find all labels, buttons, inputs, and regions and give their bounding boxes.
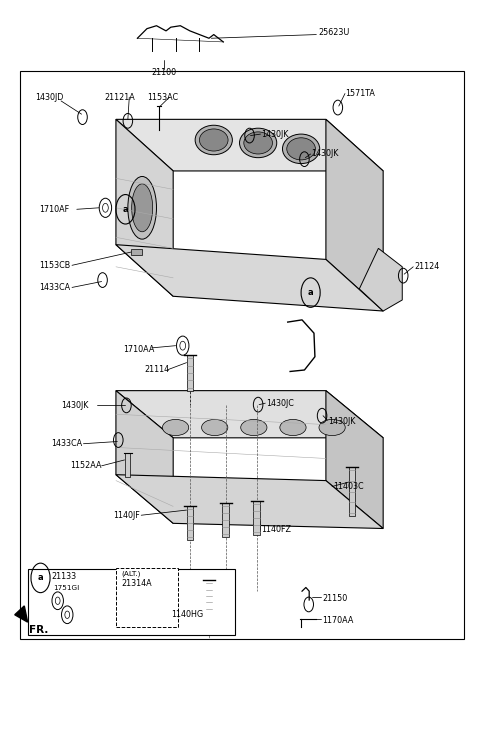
Bar bbox=[116, 568, 178, 627]
Text: 1710AF: 1710AF bbox=[39, 205, 70, 214]
Text: 1430JK: 1430JK bbox=[61, 401, 88, 410]
Polygon shape bbox=[15, 606, 28, 622]
Text: 21133: 21133 bbox=[51, 572, 77, 581]
Text: 1710AA: 1710AA bbox=[123, 345, 155, 354]
Polygon shape bbox=[116, 474, 383, 528]
Text: 1170AA: 1170AA bbox=[322, 616, 353, 625]
Text: 1430JK: 1430JK bbox=[262, 130, 289, 138]
Bar bbox=[28, 569, 235, 636]
Bar bbox=[187, 506, 193, 539]
Polygon shape bbox=[116, 245, 383, 311]
Text: 21100: 21100 bbox=[151, 68, 176, 77]
Bar bbox=[21, 72, 464, 639]
Bar bbox=[205, 580, 212, 612]
Text: 1433CA: 1433CA bbox=[51, 440, 83, 448]
Ellipse shape bbox=[162, 420, 189, 436]
Text: 21114: 21114 bbox=[144, 366, 170, 374]
Text: 1571TA: 1571TA bbox=[345, 89, 375, 98]
Ellipse shape bbox=[244, 132, 273, 154]
Text: 21314A: 21314A bbox=[121, 579, 152, 588]
Bar bbox=[253, 501, 260, 535]
Text: 1430JK: 1430JK bbox=[328, 417, 356, 426]
Text: 1433CA: 1433CA bbox=[39, 283, 71, 292]
Text: (ALT.): (ALT.) bbox=[121, 571, 141, 576]
Text: 21150: 21150 bbox=[322, 594, 348, 603]
Text: 21124: 21124 bbox=[414, 262, 439, 272]
Polygon shape bbox=[116, 119, 383, 171]
Polygon shape bbox=[116, 391, 173, 523]
Ellipse shape bbox=[199, 129, 228, 151]
Ellipse shape bbox=[240, 128, 277, 158]
Ellipse shape bbox=[128, 176, 156, 239]
Text: a: a bbox=[38, 574, 43, 582]
Polygon shape bbox=[116, 119, 173, 296]
Text: 1153CB: 1153CB bbox=[39, 260, 71, 270]
Ellipse shape bbox=[202, 420, 228, 436]
Bar bbox=[222, 502, 229, 536]
Ellipse shape bbox=[282, 134, 320, 164]
Ellipse shape bbox=[280, 420, 306, 436]
Bar bbox=[131, 249, 142, 255]
Text: 1430JK: 1430JK bbox=[312, 149, 339, 158]
Bar bbox=[187, 355, 193, 391]
Text: 1751GI: 1751GI bbox=[53, 585, 79, 591]
Bar bbox=[349, 468, 356, 516]
Text: 1430JD: 1430JD bbox=[35, 92, 63, 101]
Text: 11403C: 11403C bbox=[333, 482, 364, 491]
Text: a: a bbox=[123, 205, 128, 214]
Polygon shape bbox=[360, 249, 402, 311]
Text: 1140FZ: 1140FZ bbox=[262, 525, 291, 534]
Text: 1152AA: 1152AA bbox=[71, 461, 102, 471]
Text: 1140HG: 1140HG bbox=[171, 610, 203, 619]
Text: a: a bbox=[308, 288, 313, 297]
Text: 25623U: 25623U bbox=[319, 28, 350, 37]
Text: 1430JC: 1430JC bbox=[266, 399, 294, 408]
Polygon shape bbox=[326, 391, 383, 528]
Polygon shape bbox=[116, 391, 383, 438]
Bar bbox=[125, 453, 130, 477]
Ellipse shape bbox=[319, 420, 345, 436]
Text: 21121A: 21121A bbox=[104, 92, 135, 101]
Ellipse shape bbox=[240, 420, 267, 436]
Text: FR.: FR. bbox=[29, 625, 48, 634]
Text: 1140JF: 1140JF bbox=[114, 511, 140, 519]
Ellipse shape bbox=[132, 184, 153, 232]
Polygon shape bbox=[326, 119, 383, 311]
Ellipse shape bbox=[195, 125, 232, 155]
Text: 1153AC: 1153AC bbox=[147, 92, 178, 101]
Ellipse shape bbox=[287, 138, 315, 160]
